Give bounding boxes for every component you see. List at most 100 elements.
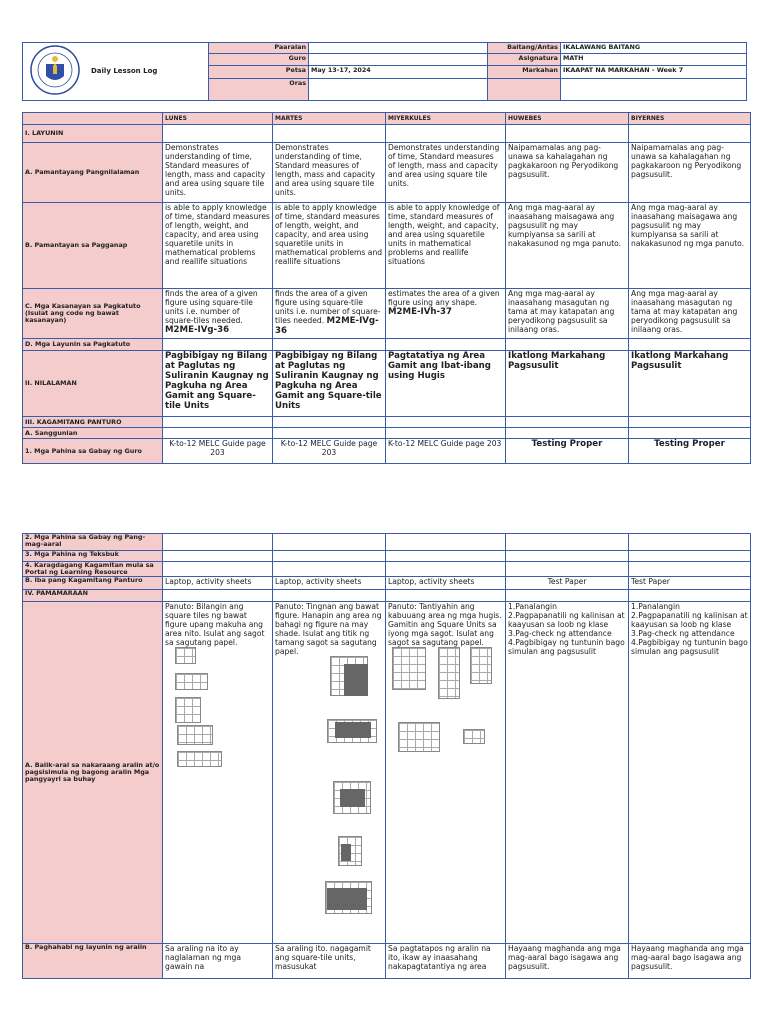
day-header-miyerkules: MIYERKULES	[385, 112, 506, 125]
label-petsa: Petsa	[208, 65, 309, 79]
day-cell	[505, 533, 629, 551]
header-table: Daily Lesson Log Paaralan Baitang/Antas …	[22, 42, 747, 101]
day-cell	[272, 427, 386, 439]
grid-figure	[470, 647, 492, 684]
value-guro	[308, 53, 488, 66]
day-cell: Demonstrates understanding of time, Stan…	[162, 142, 273, 203]
day-cell: Demonstrates understanding of time, Stan…	[385, 142, 506, 203]
grid-figure	[398, 722, 440, 752]
day-cell	[272, 550, 386, 562]
day-cell	[162, 124, 273, 143]
day-cell: Test Paper	[505, 576, 629, 590]
day-cell	[272, 338, 386, 351]
day-cell: Naipamamalas ang pag-unawa sa kahalagaha…	[505, 142, 629, 203]
row-label: II. NILALAMAN	[22, 350, 163, 417]
day-cell: Ang mga mag-aaral ay inaasahang maisagaw…	[505, 202, 629, 289]
table-row: II. NILALAMAN Pagbibigay ng Bilang at Pag…	[22, 350, 751, 417]
day-cell: Pagtatatiya ng Area Gamit ang Ibat-ibang…	[385, 350, 506, 417]
deped-seal-logo	[30, 45, 80, 95]
day-cell	[385, 124, 506, 143]
day-cell: Ang mga mag-aaral ay inaasahang maisagaw…	[628, 202, 751, 289]
day-header-huwebes: HUWEBES	[505, 112, 629, 125]
label-paaralan: Paaralan	[208, 42, 309, 54]
day-cell	[505, 416, 629, 428]
instruction-text: 1.Panalangin 2.Pagpapanatili ng kalinisa…	[508, 602, 625, 657]
label-asignatura: Asignatura	[487, 53, 561, 66]
day-cell	[272, 416, 386, 428]
instruction-text: Panuto: Tantiyahin ang kabuuang area ng …	[388, 602, 502, 648]
day-cell	[162, 589, 273, 602]
grid-figure	[175, 647, 196, 664]
table-row: B. Paghahabi ng layunin ng aralin Sa aral…	[22, 943, 751, 979]
table-row: 3. Mga Pahina ng Teksbuk	[22, 550, 751, 562]
worksheet-figures	[165, 647, 270, 897]
row-label: I. LAYUNIN	[22, 124, 163, 143]
day-cell: Ikatlong Markahang Pagsusulit	[505, 350, 629, 417]
table-row: D. Mga Layunin sa Pagkatuto	[22, 338, 751, 351]
day-cell: 1.Panalangin 2.Pagpapanatili ng kalinisa…	[505, 601, 629, 944]
day-cell: is able to apply knowledge of time, stan…	[162, 202, 273, 289]
corner-cell	[22, 112, 163, 125]
competency-text: finds the area of a given figure using s…	[165, 289, 258, 326]
day-cell: Sa pagtatapos ng aralin na ito, ikaw ay …	[385, 943, 506, 979]
value-paaralan	[308, 42, 488, 54]
grid-figure	[463, 729, 485, 744]
row-label: III. KAGAMITANG PANTURO	[22, 416, 163, 428]
table-row: 4. Karagdagang Kagamitan mula sa Portal …	[22, 561, 751, 577]
day-cell: finds the area of a given figure using s…	[272, 288, 386, 339]
day-cell	[385, 589, 506, 602]
grid-figure	[177, 725, 213, 745]
day-cell: Panuto: Tingnan ang bawat figure. Hanapi…	[272, 601, 386, 944]
day-cell	[162, 427, 273, 439]
label-guro: Guro	[208, 53, 309, 66]
label-oras: Oras	[208, 78, 309, 101]
day-cell: Ikatlong Markahang Pagsusulit	[628, 350, 751, 417]
day-cell: Panuto: Bilangin ang square tiles ng baw…	[162, 601, 273, 944]
table-row: III. KAGAMITANG PANTURO	[22, 416, 751, 428]
table-row: A. Pamantayang Pangnilalaman Demonstrates…	[22, 142, 751, 203]
grid-figure	[175, 697, 201, 723]
day-cell: Naipamamalas ang pag-unawa sa kahalagaha…	[628, 142, 751, 203]
table-row: A. Sanggunian	[22, 427, 751, 439]
row-label: 4. Karagdagang Kagamitan mula sa Portal …	[22, 561, 163, 577]
day-cell: Ang mga mag-aaral ay inaasahang masaguta…	[628, 288, 751, 339]
worksheet-figures	[275, 656, 383, 914]
row-label: 2. Mga Pahina sa Gabay ng Pang-mag-aaral	[22, 533, 163, 551]
day-cell: Ang mga mag-aaral ay inaasahang masaguta…	[505, 288, 629, 339]
row-label: 3. Mga Pahina ng Teksbuk	[22, 550, 163, 562]
instruction-text: Panuto: Bilangin ang square tiles ng baw…	[165, 602, 265, 648]
day-cell: Laptop, activity sheets	[162, 576, 273, 590]
table-row: C. Mga Kasanayan sa Pagkatuto (Isulat an…	[22, 288, 751, 339]
grid-figure	[177, 751, 222, 767]
table-row: IV. PAMAMARAAN	[22, 589, 751, 602]
competency-text: finds the area of a given figure using s…	[275, 289, 381, 326]
day-cell: 1.Panalangin 2.Pagpapanatili ng kalinisa…	[628, 601, 751, 944]
grid-figure	[327, 719, 377, 743]
day-cell	[385, 416, 506, 428]
day-cell	[505, 338, 629, 351]
competency-code: M2ME-IVg-36	[275, 316, 379, 336]
lesson-table-2: 2. Mga Pahina sa Gabay ng Pang-mag-aaral…	[22, 533, 751, 979]
row-label: C. Mga Kasanayan sa Pagkatuto (Isulat an…	[22, 288, 163, 339]
day-cell: Test Paper	[628, 576, 751, 590]
table-row: B. Iba pang Kagamitang Panturo Laptop, ac…	[22, 576, 751, 590]
label-markahan: Markahan	[487, 65, 561, 79]
grid-figure	[325, 881, 372, 914]
instruction-text: 1.Panalangin 2.Pagpapanatili ng kalinisa…	[631, 602, 748, 657]
day-header-martes: MARTES	[272, 112, 386, 125]
worksheet-figures	[631, 656, 748, 906]
day-cell: Panuto: Tantiyahin ang kabuuang area ng …	[385, 601, 506, 944]
day-cell: K-to-12 MELC Guide page 203	[162, 438, 273, 464]
day-cell	[162, 416, 273, 428]
table-row: 2. Mga Pahina sa Gabay ng Pang-mag-aaral	[22, 533, 751, 551]
grid-figure	[338, 836, 362, 866]
day-cell: finds the area of a given figure using s…	[162, 288, 273, 339]
grid-figure	[438, 647, 460, 699]
day-cell	[385, 427, 506, 439]
grid-figure	[392, 647, 426, 690]
day-cell	[505, 589, 629, 602]
day-cell: Testing Proper	[628, 438, 751, 464]
competency-code: M2ME-IVg-36	[165, 325, 230, 335]
day-cell: Demonstrates understanding of time, Stan…	[272, 142, 386, 203]
day-cell	[628, 550, 751, 562]
